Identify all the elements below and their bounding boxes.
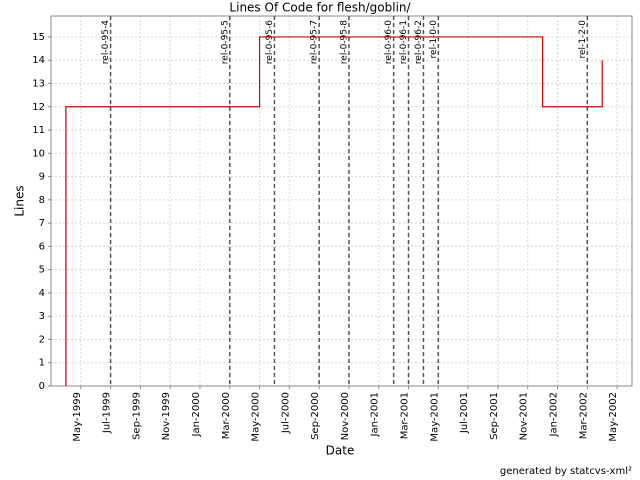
release-label: rel-0-95-4 (101, 20, 111, 64)
release-label: rel-0-96-2 (414, 20, 424, 64)
x-tick-label: Nov-1999 (161, 392, 172, 440)
x-tick-label: Sep-2000 (310, 392, 321, 440)
x-tick-label: Jul-2001 (459, 392, 470, 434)
x-tick-label: Mar-2001 (400, 392, 411, 439)
x-tick-label: Jul-2000 (280, 392, 291, 434)
x-tick-label: Jan-2002 (549, 392, 560, 437)
y-tick-label: 15 (32, 32, 45, 43)
data-line (65, 36, 603, 386)
x-tick-label: May-1999 (72, 392, 83, 442)
y-tick-label: 6 (39, 241, 45, 252)
x-tick-label: Jan-2001 (370, 392, 381, 437)
y-tick-label: 0 (39, 381, 45, 392)
x-axis-label: Date (326, 444, 355, 458)
y-tick-label: 10 (32, 148, 45, 159)
y-tick-label: 5 (39, 265, 45, 276)
x-tick-label: May-2002 (608, 392, 619, 442)
release-label: rel-0-95-5 (220, 20, 230, 64)
x-tick-label: Nov-2000 (340, 392, 351, 440)
y-tick-label: 2 (39, 334, 45, 345)
y-tick-label: 9 (39, 172, 45, 183)
release-label: rel-1-2-0 (578, 20, 588, 59)
x-tick-label: Jul-1999 (102, 392, 113, 434)
release-label: rel-0-95-6 (265, 20, 275, 64)
x-tick-label: Mar-2002 (578, 392, 589, 439)
y-tick-label: 13 (32, 78, 45, 89)
chart-title: Lines Of Code for flesh/goblin/ (229, 1, 411, 15)
release-label: rel-0-96-0 (384, 20, 394, 64)
release-label: rel-0-96-1 (399, 20, 409, 64)
release-label: rel-0-95-8 (339, 20, 349, 64)
y-tick-label: 1 (39, 358, 45, 369)
x-tick-label: Jan-2000 (191, 392, 202, 437)
footer: generated by statcvs-xml² (500, 466, 632, 477)
y-tick-label: 7 (39, 218, 45, 229)
y-tick-label: 8 (39, 195, 45, 206)
x-tick-label: Sep-1999 (131, 392, 142, 440)
x-tick-label: Nov-2001 (519, 392, 530, 440)
release-label: rel-1-0-0 (429, 20, 439, 59)
y-tick-label: 4 (39, 288, 45, 299)
y-tick-label: 3 (39, 311, 45, 322)
x-tick-label: Mar-2000 (221, 392, 232, 439)
y-tick-label: 11 (32, 125, 45, 136)
y-tick-label: 12 (32, 102, 45, 113)
x-tick-label: Sep-2001 (489, 392, 500, 440)
plot-frame (50, 15, 633, 387)
x-tick-label: May-2000 (251, 392, 262, 442)
x-tick-label: May-2001 (429, 392, 440, 442)
y-tick-label: 14 (32, 55, 45, 66)
release-label: rel-0-95-7 (310, 20, 320, 64)
y-axis-label: Lines (13, 185, 27, 216)
